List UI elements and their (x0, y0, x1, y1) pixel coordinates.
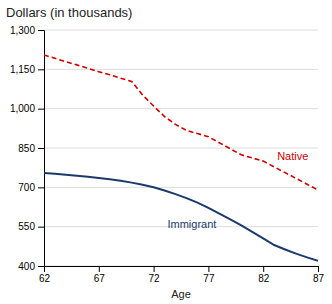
plot: 62 67 72 77 82 87 400 550 700 850 1,000 1,150 1,300 N… (10, 25, 325, 284)
grid-line (44, 108, 318, 109)
x-axis-title: Age (171, 288, 191, 300)
tick: 1,300 (10, 25, 44, 36)
tick-mark (38, 109, 44, 110)
tick-label: 62 (39, 273, 51, 284)
series-label: Immigrant (167, 218, 216, 230)
tick: 87 (313, 266, 325, 284)
tick-label: 400 (18, 261, 35, 272)
axis-line (38, 31, 45, 267)
y-axis: 400 550 700 850 1,000 1,150 1,300 (10, 25, 45, 272)
tick-label: 77 (203, 273, 215, 284)
tick-mark (318, 266, 319, 272)
tick-label: 1,300 (10, 25, 35, 36)
x-axis: 62 67 72 77 82 87 (39, 266, 325, 284)
tick-mark (154, 266, 155, 272)
tick-mark (38, 227, 44, 228)
grid-line (44, 69, 318, 70)
tick-label: 72 (149, 273, 161, 284)
tick-label: 87 (313, 273, 325, 284)
tick-mark (263, 266, 264, 272)
tick: 77 (203, 266, 215, 284)
series-line (44, 55, 318, 190)
chart-title: Dollars (in thousands) (6, 5, 132, 20)
tick: 550 (18, 221, 44, 232)
tick: 72 (149, 266, 161, 284)
tick-label: 850 (18, 143, 35, 154)
tick: 62 (39, 266, 51, 284)
tick-label: 550 (18, 221, 35, 232)
tick: 82 (258, 266, 270, 284)
tick-mark (38, 187, 44, 188)
tick-mark (38, 266, 44, 267)
series-label: Native (277, 150, 308, 162)
grid-line (44, 30, 318, 31)
tick-label: 1,000 (10, 103, 35, 114)
axis-line (45, 267, 319, 273)
chart-container: 62 67 72 77 82 87 400 550 700 850 1,000 1,150 1,300 N… (0, 0, 332, 304)
tick: 700 (18, 182, 44, 193)
tick-mark (99, 266, 100, 272)
chart-svg: 62 67 72 77 82 87 400 550 700 850 1,000 1,150 1,300 N… (0, 0, 332, 304)
tick-label: 67 (94, 273, 106, 284)
tick-label: 82 (258, 273, 270, 284)
tick: 67 (94, 266, 106, 284)
series-line (44, 173, 318, 261)
tick-mark (38, 69, 44, 70)
tick: 400 (18, 261, 44, 272)
grid-line (44, 187, 318, 188)
tick: 1,000 (10, 103, 44, 114)
lines (44, 55, 318, 261)
tick-mark (208, 266, 209, 272)
y-grid (44, 30, 318, 266)
tick-label: 1,150 (10, 64, 35, 75)
tick-mark (38, 30, 44, 31)
tick-label: 700 (18, 182, 35, 193)
grid-line (44, 148, 318, 149)
tick: 1,150 (10, 64, 44, 75)
tick-mark (38, 148, 44, 149)
tick: 850 (18, 143, 44, 154)
